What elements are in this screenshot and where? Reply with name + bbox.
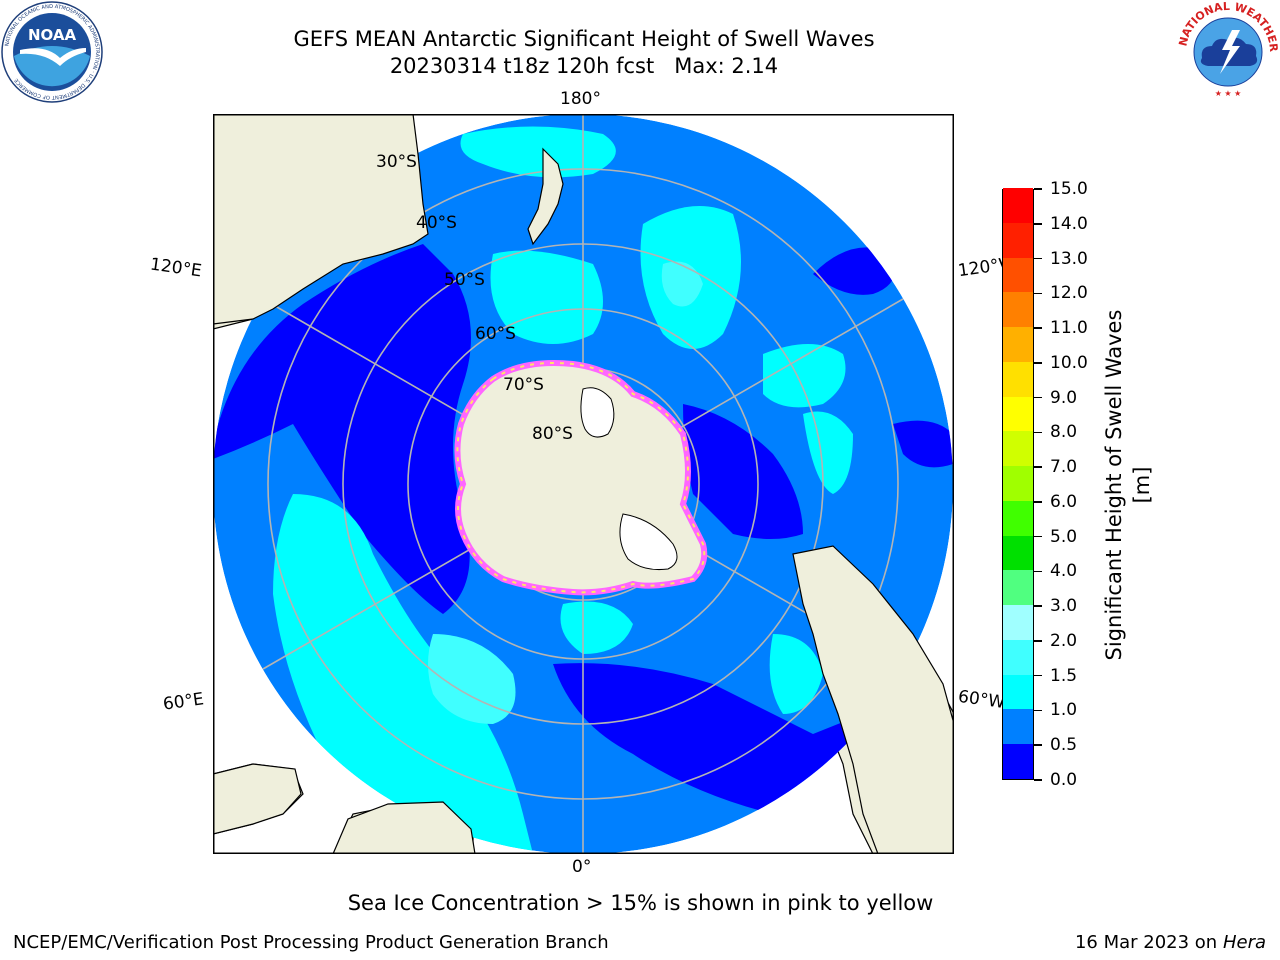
colorbar-segment	[1003, 187, 1033, 223]
colorbar-label: Significant Height of Swell Waves [m]	[1102, 309, 1154, 661]
colorbar-tick	[1034, 431, 1042, 434]
colorbar-tick-label: 10.0	[1050, 352, 1088, 373]
colorbar-tick	[1034, 709, 1042, 712]
colorbar-tick	[1034, 188, 1042, 190]
colorbar-tick-label: 5.0	[1050, 526, 1078, 547]
nws-logo: NATIONAL WEATHER SERVICE ★ ★ ★	[1176, 0, 1280, 102]
south-america-land	[792, 545, 954, 854]
colorbar-tick	[1034, 501, 1042, 503]
lon-label-60e: 60°E	[161, 689, 206, 715]
date-machine-credit: 16 Mar 2023 on Hera	[1074, 932, 1266, 953]
noaa-logo: NOAA NATIONAL OCEANIC AND ATMOSPHERIC AD…	[1, 1, 103, 103]
colorbar-tick	[1034, 292, 1042, 295]
colorbar-segment	[1003, 361, 1033, 397]
colorbar-tick-label: 0.5	[1050, 735, 1078, 756]
lon-label-120e: 120°E	[148, 254, 203, 282]
colorbar-segment	[1003, 674, 1033, 710]
colorbar-tick	[1034, 674, 1042, 677]
colorbar-segment	[1003, 709, 1033, 745]
colorbar-tick	[1034, 327, 1042, 329]
lon-label-120w: 120°W	[956, 254, 1008, 282]
lon-label-0: 0°	[572, 857, 592, 877]
colorbar-tick-label: 2.0	[1050, 630, 1078, 651]
colorbar-tick-label: 1.5	[1050, 665, 1078, 686]
colorbar-tick	[1034, 257, 1042, 260]
australia-nz-land	[213, 114, 564, 325]
colorbar-segment	[1003, 430, 1033, 467]
colorbar-segment	[1003, 257, 1033, 293]
producer-credit: NCEP/EMC/Verification Post Processing Pr…	[13, 932, 609, 953]
colorbar-tick	[1034, 535, 1042, 538]
lat-label-30s: 30°S	[376, 152, 417, 172]
colorbar-tick-label: 6.0	[1050, 491, 1078, 512]
colorbar-segment	[1003, 396, 1033, 432]
plot-title: GEFS MEAN Antarctic Significant Height o…	[293, 27, 875, 51]
colorbar-tick	[1034, 605, 1042, 607]
colorbar-tick-label: 9.0	[1050, 387, 1078, 408]
lat-label-40s: 40°S	[416, 213, 457, 233]
sea-ice-footnote: Sea Ice Concentration > 15% is shown in …	[347, 891, 934, 915]
africa-land	[213, 763, 476, 854]
lat-label-70s: 70°S	[503, 375, 544, 395]
colorbar-tick-label: 11.0	[1050, 318, 1088, 339]
colorbar-segment	[1003, 291, 1033, 328]
lat-label-50s: 50°S	[444, 270, 485, 290]
low-swell-regions	[213, 244, 953, 814]
colorbar-tick	[1034, 466, 1042, 468]
plot-subtitle: 20230314 t18z 120h fcst Max: 2.14	[389, 54, 779, 78]
polar-map	[213, 114, 954, 854]
colorbar-tick-label: 4.0	[1050, 561, 1078, 582]
colorbar-tick-label: 12.0	[1050, 283, 1088, 304]
colorbar-tick	[1034, 396, 1042, 399]
colorbar-tick-label: 3.0	[1050, 596, 1078, 617]
very-high-swell-regions	[428, 261, 703, 724]
antarctica	[454, 360, 708, 596]
colorbar-tick	[1034, 362, 1042, 364]
lon-label-180: 180°	[560, 89, 601, 109]
colorbar-tick	[1034, 779, 1042, 781]
colorbar-segment	[1003, 743, 1033, 779]
colorbar-segment	[1003, 326, 1033, 362]
colorbar-tick-label: 15.0	[1050, 179, 1088, 199]
svg-text:★ ★ ★: ★ ★ ★	[1215, 89, 1242, 98]
lat-label-80s: 80°S	[532, 424, 573, 444]
colorbar-segment	[1003, 604, 1033, 640]
colorbar-tick-label: 8.0	[1050, 422, 1078, 443]
lat-label-60s: 60°S	[475, 324, 516, 344]
colorbar-segment	[1003, 569, 1033, 606]
colorbar-tick	[1034, 744, 1042, 746]
colorbar	[1002, 187, 1034, 780]
colorbar-segment	[1003, 222, 1033, 258]
lon-label-60w: 60°W	[956, 686, 1007, 714]
colorbar-segment	[1003, 639, 1033, 675]
colorbar-segment	[1003, 465, 1033, 501]
colorbar-segment	[1003, 500, 1033, 536]
colorbar-tick	[1034, 570, 1042, 573]
noaa-logo-text: NOAA	[28, 26, 77, 44]
colorbar-tick	[1034, 223, 1042, 225]
colorbar-tick	[1034, 640, 1042, 642]
colorbar-segment	[1003, 535, 1033, 571]
colorbar-tick-label: 0.0	[1050, 770, 1078, 790]
colorbar-tick-label: 13.0	[1050, 248, 1088, 269]
colorbar-tick-label: 7.0	[1050, 457, 1078, 478]
colorbar-tick-label: 1.0	[1050, 700, 1078, 721]
colorbar-tick-label: 14.0	[1050, 213, 1088, 234]
